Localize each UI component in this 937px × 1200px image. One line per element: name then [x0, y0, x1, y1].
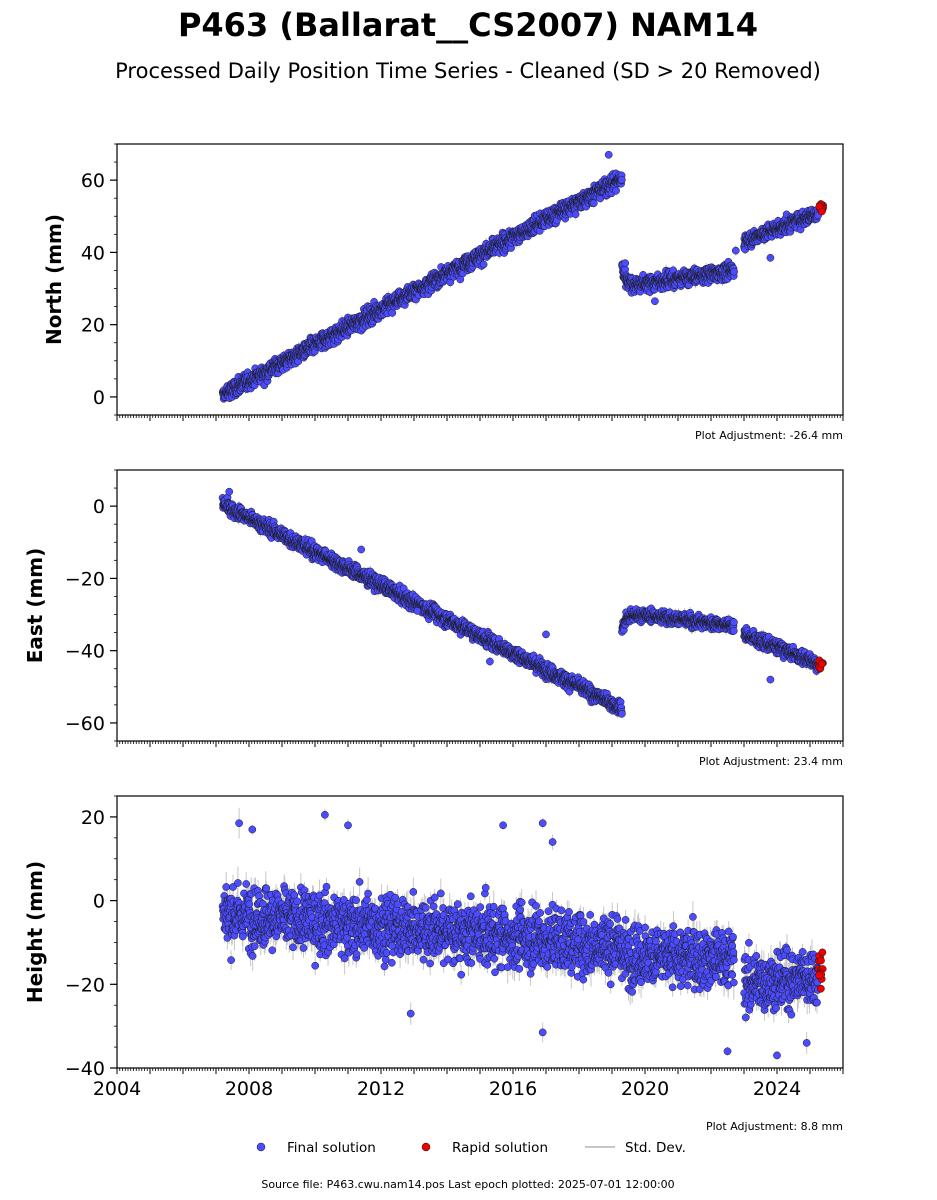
stddev-bars [222, 489, 819, 719]
final-point [571, 210, 580, 219]
final-point [651, 297, 659, 306]
final-points [218, 150, 822, 403]
panels: 0 20 40 60 North (mm) Plot Adjustment: -26.4 … [23, 143, 844, 1133]
y-tick-label: 40 [81, 242, 105, 264]
chart-title: P463 (Ballarat__CS2007) NAM14 [178, 6, 758, 44]
final-point [617, 175, 626, 184]
final-point [479, 260, 488, 269]
final-point [731, 246, 740, 255]
data-layer [218, 150, 827, 403]
y-tick-label: 0 [93, 387, 105, 409]
plot-adjustment: Plot Adjustment: -26.4 mm [695, 429, 843, 442]
final-point [604, 150, 613, 159]
panel-north: 0 20 40 60 North (mm) Plot Adjustment: -26.4 … [42, 143, 844, 442]
data-layer [218, 487, 827, 719]
y-tick-label: 20 [81, 315, 105, 337]
final-point [612, 186, 620, 195]
rapid-points [815, 200, 827, 216]
y-tick-label: 60 [81, 170, 105, 192]
final-point [730, 267, 738, 276]
final-point [589, 199, 598, 208]
final-point [766, 253, 775, 262]
rapid-point [817, 207, 826, 216]
chart-subtitle: Processed Daily Position Time Series - C… [115, 59, 821, 83]
final-point [621, 259, 630, 268]
y-axis-label: North (mm) [42, 214, 66, 345]
